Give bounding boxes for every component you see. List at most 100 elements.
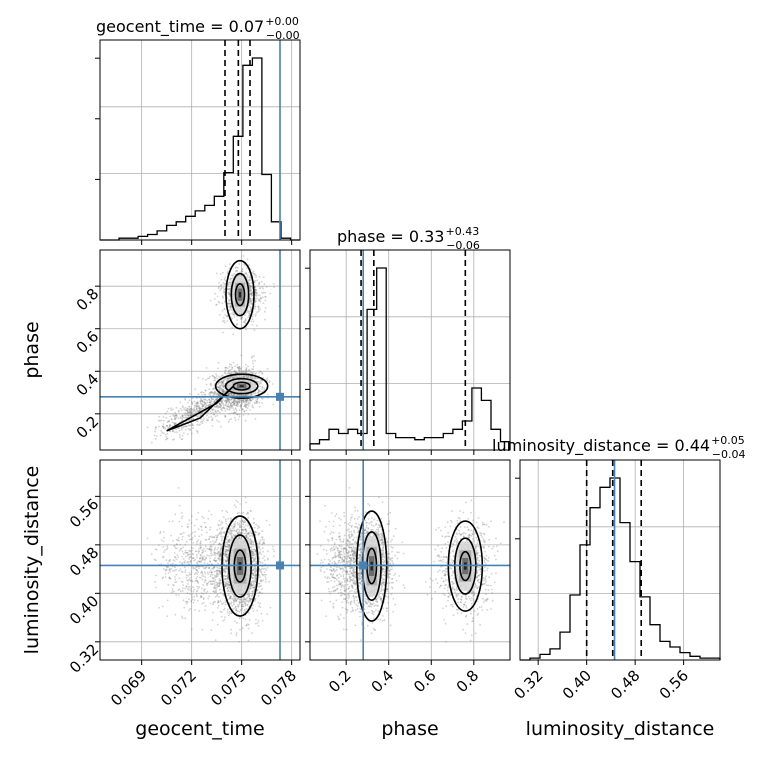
sample-point bbox=[259, 390, 261, 393]
sample-point bbox=[202, 584, 205, 586]
sample-point bbox=[216, 295, 219, 298]
sample-point bbox=[169, 425, 171, 428]
sample-point bbox=[212, 408, 214, 411]
sample-point bbox=[211, 567, 214, 570]
sample-point bbox=[191, 531, 194, 534]
sample-point bbox=[218, 386, 221, 389]
sample-point bbox=[165, 425, 168, 427]
sample-point bbox=[233, 394, 235, 397]
sample-point bbox=[198, 586, 201, 589]
sample-point bbox=[202, 566, 204, 568]
sample-point bbox=[222, 287, 225, 289]
sample-point bbox=[180, 570, 183, 573]
sample-point bbox=[228, 397, 231, 400]
sample-point bbox=[198, 610, 201, 612]
sample-point bbox=[197, 405, 200, 407]
sample-point bbox=[201, 602, 203, 605]
sample-point bbox=[185, 417, 188, 419]
sample-point bbox=[230, 305, 232, 308]
sample-point bbox=[227, 420, 230, 423]
sample-point bbox=[219, 555, 221, 557]
sample-point bbox=[233, 600, 236, 603]
sample-point bbox=[206, 419, 208, 422]
sample-point bbox=[231, 377, 234, 380]
sample-point bbox=[199, 409, 202, 411]
sample-point bbox=[233, 398, 235, 400]
sample-point bbox=[250, 376, 252, 379]
sample-point bbox=[215, 570, 218, 573]
sample-point bbox=[263, 283, 266, 286]
sample-point bbox=[203, 401, 206, 404]
sample-point bbox=[263, 389, 265, 391]
sample-point bbox=[236, 376, 239, 378]
sample-point bbox=[209, 410, 212, 413]
sample-point bbox=[201, 408, 203, 411]
sample-point bbox=[194, 609, 196, 611]
sample-point bbox=[189, 428, 192, 431]
sample-point bbox=[193, 535, 196, 537]
sample-point bbox=[158, 606, 160, 609]
sample-point bbox=[231, 366, 234, 369]
sample-point bbox=[234, 416, 236, 419]
sample-point bbox=[219, 600, 222, 603]
sample-point bbox=[182, 546, 185, 549]
sample-point bbox=[206, 571, 209, 574]
sample-point bbox=[216, 552, 219, 555]
sample-point bbox=[192, 586, 195, 589]
sample-point bbox=[216, 393, 218, 395]
sample-point bbox=[219, 406, 222, 408]
sample-point bbox=[245, 399, 248, 402]
sample-point bbox=[174, 422, 176, 425]
sample-point bbox=[219, 273, 222, 275]
sample-point bbox=[244, 318, 247, 320]
sample-point bbox=[229, 372, 231, 375]
sample-point bbox=[181, 427, 183, 430]
sample-point bbox=[227, 393, 230, 396]
sample-point bbox=[260, 553, 262, 555]
sample-point bbox=[245, 368, 248, 371]
sample-point bbox=[186, 407, 189, 410]
sample-point bbox=[181, 538, 184, 541]
sample-point bbox=[208, 404, 211, 406]
sample-point bbox=[195, 554, 198, 557]
sample-point bbox=[217, 394, 220, 397]
sample-point bbox=[168, 420, 171, 422]
sample-point bbox=[160, 430, 163, 432]
sample-point bbox=[228, 369, 231, 372]
sample-point bbox=[164, 412, 167, 415]
sample-point bbox=[224, 276, 227, 279]
sample-point bbox=[188, 419, 191, 421]
sample-point bbox=[238, 530, 241, 533]
sample-point bbox=[191, 413, 193, 416]
sample-point bbox=[243, 376, 246, 378]
sample-point bbox=[166, 410, 169, 413]
sample-point bbox=[221, 374, 224, 376]
sample-point bbox=[195, 402, 198, 405]
sample-point bbox=[198, 406, 201, 409]
sample-point bbox=[259, 370, 261, 373]
sample-point bbox=[228, 392, 231, 395]
sample-point bbox=[162, 427, 165, 430]
sample-point bbox=[214, 560, 217, 562]
sample-point bbox=[233, 316, 236, 318]
sample-point bbox=[220, 390, 223, 392]
sample-point bbox=[248, 368, 251, 371]
sample-point bbox=[247, 310, 250, 313]
sample-point bbox=[164, 428, 167, 430]
sample-point bbox=[189, 553, 192, 556]
sample-point bbox=[208, 401, 211, 404]
sample-point bbox=[179, 436, 181, 439]
sample-point bbox=[237, 403, 239, 406]
sample-point bbox=[252, 406, 255, 409]
sample-point bbox=[203, 399, 205, 401]
sample-point bbox=[211, 419, 213, 422]
sample-point bbox=[186, 592, 189, 595]
sample-point bbox=[246, 596, 249, 599]
sample-point bbox=[225, 370, 227, 372]
sample-point bbox=[181, 589, 184, 592]
sample-point bbox=[252, 313, 254, 316]
sample-point bbox=[220, 278, 223, 281]
sample-point bbox=[225, 402, 228, 404]
sample-point bbox=[226, 315, 229, 317]
sample-point bbox=[228, 584, 231, 587]
